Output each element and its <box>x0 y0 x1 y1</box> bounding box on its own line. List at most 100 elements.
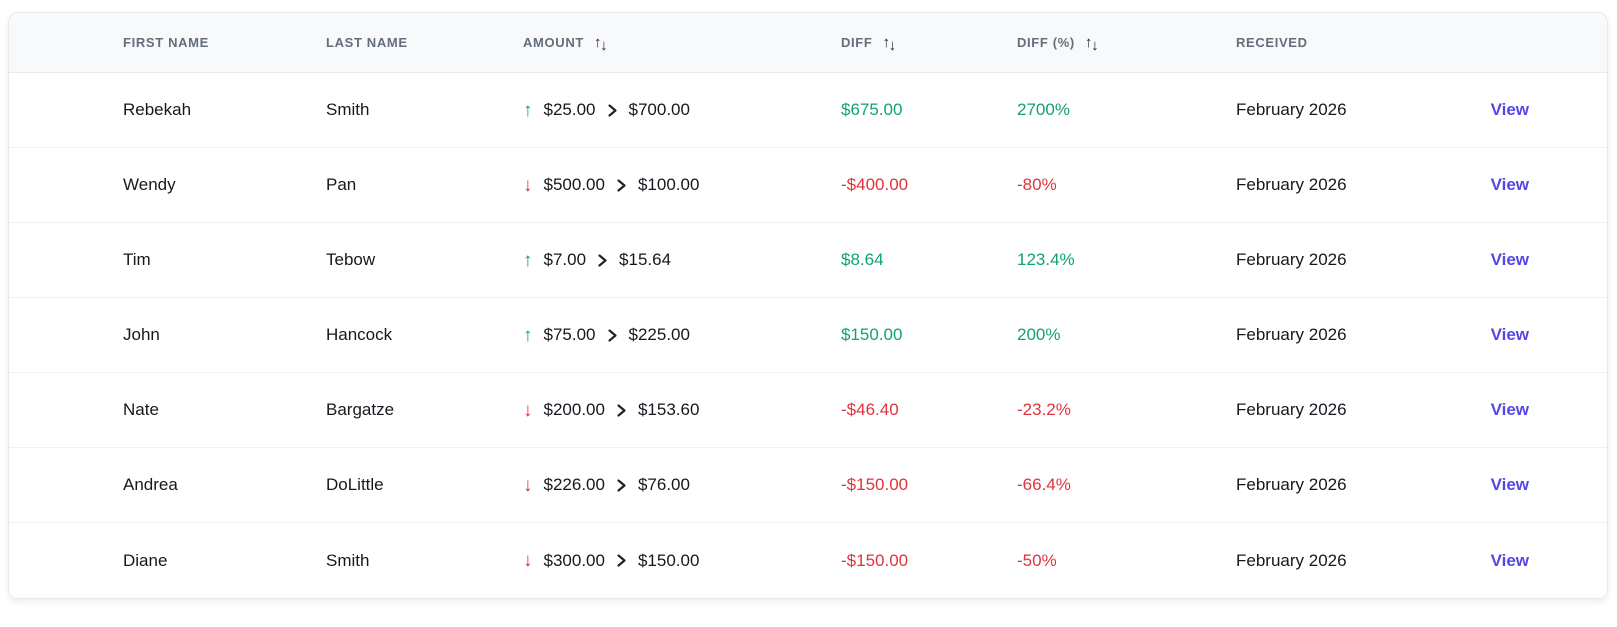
table-row: Wendy Pan ↓ $500.00 $100.00 -$400.00 -80… <box>9 148 1607 223</box>
column-header-amount: AMOUNT ↑↓ <box>523 34 841 53</box>
column-header-diff: DIFF ↑↓ <box>841 34 1017 53</box>
amount-from: $226.00 <box>543 475 605 494</box>
view-link[interactable]: View <box>1490 175 1529 194</box>
first-name-cell: John <box>123 325 160 344</box>
received-cell: February 2026 <box>1236 475 1347 494</box>
diff-cell: -$46.40 <box>841 400 899 419</box>
diff-pct-cell: 123.4% <box>1017 250 1075 269</box>
first-name-cell: Tim <box>123 250 151 269</box>
received-cell: February 2026 <box>1236 400 1347 419</box>
column-label: LAST NAME <box>326 35 408 50</box>
chevron-right-icon <box>616 553 627 568</box>
view-cell: View <box>1451 475 1529 495</box>
sort-down-arrow: ↓ <box>600 37 609 54</box>
first-name-cell: Nate <box>123 400 159 419</box>
amount-to: $150.00 <box>637 550 700 570</box>
received-cell: February 2026 <box>1236 100 1347 119</box>
amount-cell: ↓ $500.00 $100.00 <box>523 175 841 195</box>
chevron-right-icon <box>607 103 618 118</box>
diff-cell: $150.00 <box>841 325 903 344</box>
view-cell: View <box>1451 400 1529 420</box>
trend-arrow-icon: ↑ <box>523 99 533 121</box>
amount-from: $7.00 <box>543 250 587 269</box>
first-name-cell: Andrea <box>123 475 178 494</box>
diff-pct-cell: 2700% <box>1017 100 1070 119</box>
sort-down-arrow: ↓ <box>888 37 897 54</box>
first-name-cell: Diane <box>123 550 168 570</box>
diff-cell: -$150.00 <box>841 475 909 494</box>
amount-from: $75.00 <box>543 325 596 344</box>
diff-pct-cell: -66.4% <box>1017 475 1071 494</box>
sort-up-arrow: ↑ <box>1084 34 1094 51</box>
view-link[interactable]: View <box>1490 100 1529 119</box>
received-cell: February 2026 <box>1236 550 1347 570</box>
trend-arrow-icon: ↓ <box>523 174 533 196</box>
column-header-diff-pct: DIFF (%) ↑↓ <box>1017 34 1236 53</box>
sort-up-arrow: ↑ <box>593 34 603 51</box>
trend-arrow-icon: ↑ <box>523 324 533 346</box>
table-row: Nate Bargatze ↓ $200.00 $153.60 -$46.40 … <box>9 373 1607 448</box>
amount-to: $76.00 <box>637 475 690 494</box>
table-row: Andrea DoLittle ↓ $226.00 $76.00 -$150.0… <box>9 448 1607 523</box>
column-header-last-name: LAST NAME <box>326 35 523 50</box>
diff-cell: -$400.00 <box>841 175 909 194</box>
trend-arrow-icon: ↓ <box>523 474 533 496</box>
view-link[interactable]: View <box>1490 475 1529 494</box>
diff-pct-cell: -23.2% <box>1017 400 1071 419</box>
last-name-cell: Smith <box>326 100 370 119</box>
chevron-right-icon <box>616 478 627 493</box>
amount-cell: ↓ $200.00 $153.60 <box>523 400 841 420</box>
amount-cell: ↓ $300.00 $150.00 <box>523 551 841 571</box>
sort-up-arrow: ↑ <box>882 34 891 51</box>
table-row: Diane Smith ↓ $300.00 $150.00 -$150.00 -… <box>9 523 1607 598</box>
first-name-cell: Wendy <box>123 175 176 194</box>
amount-to: $15.64 <box>619 250 672 269</box>
chevron-right-icon <box>616 403 627 418</box>
diff-pct-cell: -80% <box>1017 175 1057 194</box>
view-cell: View <box>1451 551 1529 571</box>
column-label: AMOUNT <box>523 35 584 50</box>
last-name-cell: Bargatze <box>326 400 395 419</box>
last-name-cell: Smith <box>326 550 370 570</box>
amount-from: $25.00 <box>543 100 596 119</box>
amount-to: $700.00 <box>628 100 690 119</box>
view-link[interactable]: View <box>1490 400 1529 419</box>
last-name-cell: Pan <box>326 175 357 194</box>
received-cell: February 2026 <box>1236 250 1347 269</box>
table-row: John Hancock ↑ $75.00 $225.00 $150.00 20… <box>9 298 1607 373</box>
amount-cell: ↑ $7.00 $15.64 <box>523 250 841 270</box>
amount-cell: ↓ $226.00 $76.00 <box>523 475 841 495</box>
trend-arrow-icon: ↓ <box>523 550 533 571</box>
first-name-cell: Rebekah <box>123 100 192 119</box>
last-name-cell: Hancock <box>326 325 393 344</box>
view-cell: View <box>1451 250 1529 270</box>
sort-diff-pct-icon[interactable]: ↑↓ <box>1084 34 1099 53</box>
diff-cell: $675.00 <box>841 100 903 119</box>
chevron-right-icon <box>616 178 627 193</box>
diff-pct-cell: -50% <box>1017 550 1057 570</box>
column-label: DIFF (%) <box>1017 35 1075 50</box>
trend-arrow-icon: ↓ <box>523 399 533 421</box>
table-row: Rebekah Smith ↑ $25.00 $700.00 $675.00 2… <box>9 73 1607 148</box>
column-header-first-name: FIRST NAME <box>123 35 326 50</box>
trend-arrow-icon: ↑ <box>523 249 533 271</box>
column-label: DIFF <box>841 35 873 50</box>
table-body: Rebekah Smith ↑ $25.00 $700.00 $675.00 2… <box>9 73 1607 598</box>
view-link[interactable]: View <box>1490 550 1529 570</box>
diff-pct-cell: 200% <box>1017 325 1061 344</box>
amount-from: $500.00 <box>543 175 605 194</box>
amount-cell: ↑ $25.00 $700.00 <box>523 100 841 120</box>
column-label: RECEIVED <box>1236 35 1308 50</box>
amount-to: $153.60 <box>637 400 700 419</box>
view-cell: View <box>1451 325 1529 345</box>
sort-down-arrow: ↓ <box>1091 37 1100 54</box>
view-link[interactable]: View <box>1490 250 1529 269</box>
amount-to: $225.00 <box>628 325 690 344</box>
amount-from: $200.00 <box>543 400 605 419</box>
amount-cell: ↑ $75.00 $225.00 <box>523 325 841 345</box>
sort-amount-icon[interactable]: ↑↓ <box>593 34 608 53</box>
last-name-cell: Tebow <box>326 250 376 269</box>
sort-diff-icon[interactable]: ↑↓ <box>882 34 896 53</box>
view-cell: View <box>1451 100 1529 120</box>
view-link[interactable]: View <box>1490 325 1529 344</box>
